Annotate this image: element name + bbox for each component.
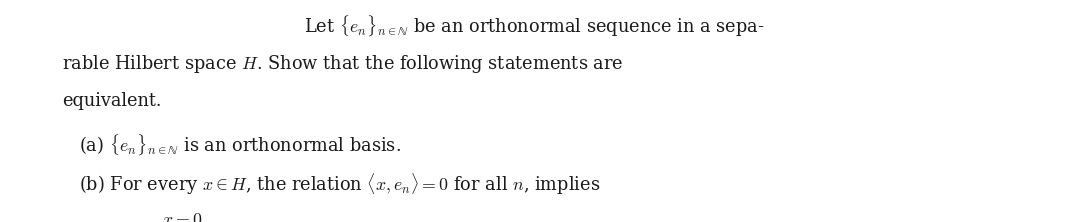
Text: (a) $\{e_n\}_{n\in\mathbb{N}}$ is an orthonormal basis.: (a) $\{e_n\}_{n\in\mathbb{N}}$ is an ort… bbox=[79, 132, 400, 157]
Text: rable Hilbert space $H$. Show that the following statements are: rable Hilbert space $H$. Show that the f… bbox=[62, 53, 624, 75]
Text: (b) For every $x \in H$, the relation $\langle x, e_n\rangle = 0$ for all $n$, i: (b) For every $x \in H$, the relation $\… bbox=[79, 171, 600, 197]
Text: equivalent.: equivalent. bbox=[62, 92, 161, 110]
Text: Let $\{e_n\}_{n\in\mathbb{N}}$ be an orthonormal sequence in a sepa-: Let $\{e_n\}_{n\in\mathbb{N}}$ be an ort… bbox=[303, 13, 765, 39]
Text: $x = 0$.: $x = 0$. bbox=[162, 211, 207, 222]
